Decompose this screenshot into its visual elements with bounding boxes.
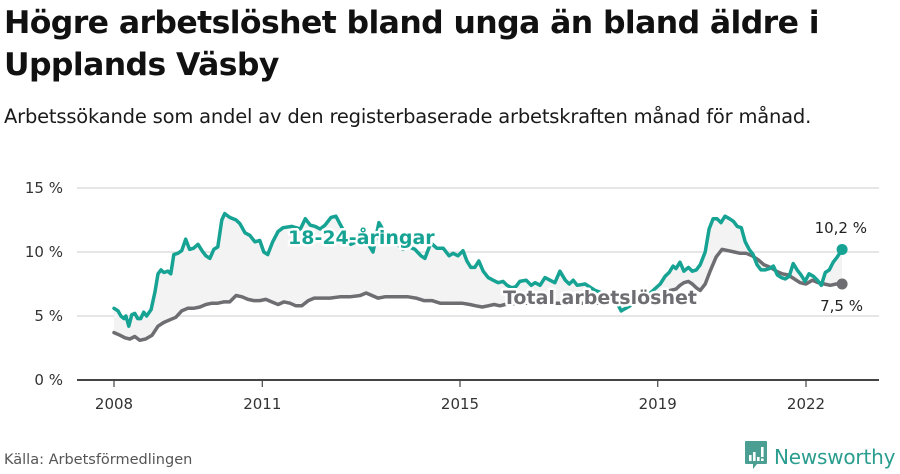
svg-text:10 %: 10 % [25,243,63,261]
line-chart: 0 % 5 % 10 % 15 % 2008 2011 2015 2019 2022 18-2… [25,179,879,413]
svg-text:2019: 2019 [639,395,677,413]
x-axis-ticks: 2008 2011 2015 2019 2022 [95,380,825,413]
svg-text:2015: 2015 [441,395,479,413]
svg-text:2008: 2008 [95,395,133,413]
series-label-total: Total arbetslöshet [503,287,697,309]
svg-text:0 %: 0 % [34,371,63,389]
svg-text:15 %: 15 % [25,179,63,197]
end-value-total: 7,5 % [820,297,863,315]
chart-subtitle: Arbetssökande som andel av den registerb… [4,105,812,128]
y-axis-ticks: 0 % 5 % 10 % 15 % [25,179,63,389]
series-label-youth: 18-24-åringar [288,225,435,249]
chart-title: Högre arbetslöshet bland unga än bland ä… [4,5,820,83]
svg-text:5 %: 5 % [34,307,63,325]
end-dot-youth [836,243,848,255]
svg-text:2011: 2011 [243,395,281,413]
series-line-youth [112,211,844,328]
brand-name: Newsworthy [774,445,896,469]
series-line-total [112,247,844,343]
source-note: Källa: Arbetsförmedlingen [4,452,193,468]
end-value-youth: 10,2 % [815,219,867,237]
svg-text:2022: 2022 [787,395,825,413]
end-dot-total [836,278,848,290]
bar-chart-speech-bubble-icon [744,440,768,474]
brand-logo[interactable]: Newsworthy [744,440,895,474]
gap-fill-area [114,213,843,341]
